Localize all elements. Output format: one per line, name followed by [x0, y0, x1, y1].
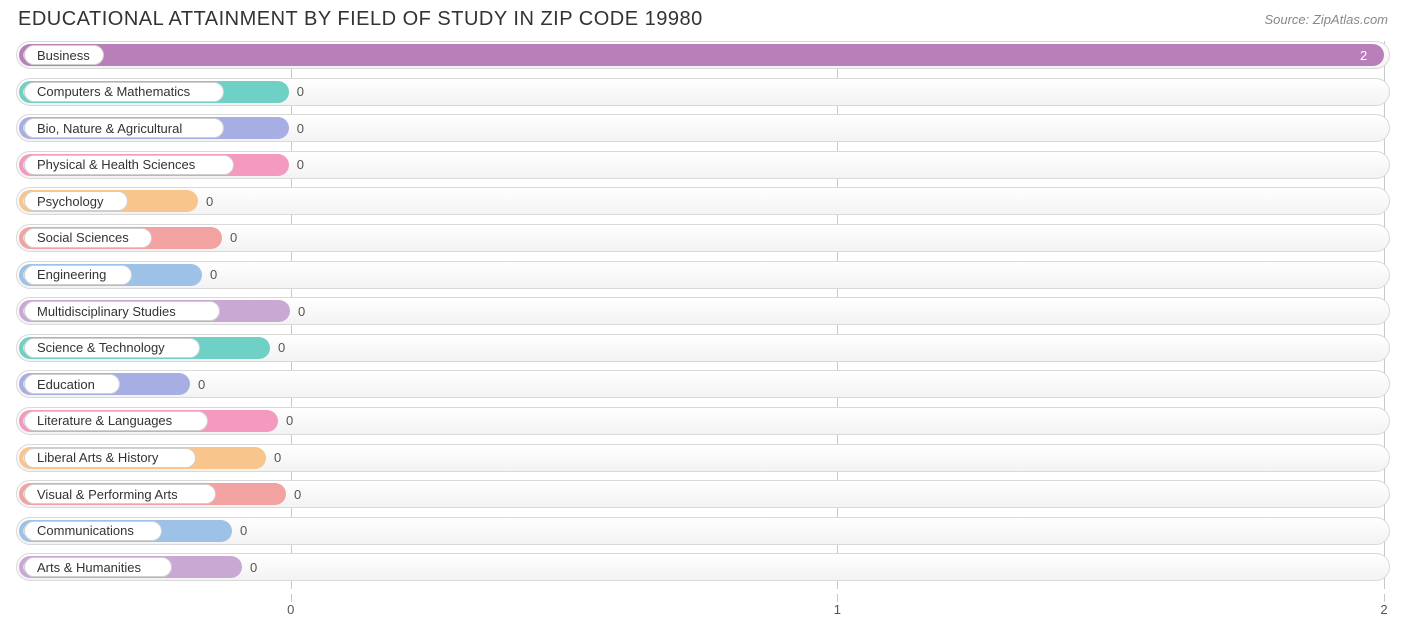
- category-label: Education: [37, 377, 95, 392]
- bar-row: Multidisciplinary Studies 0: [16, 297, 1390, 325]
- bar-row: Communications 0: [16, 517, 1390, 545]
- bar-value-label: 0: [210, 261, 217, 289]
- category-label-pill: Computers & Mathematics: [24, 82, 224, 102]
- category-label-pill: Multidisciplinary Studies: [24, 301, 220, 321]
- axis-tick-label: 1: [834, 602, 841, 617]
- bar-value-label: 0: [198, 370, 205, 398]
- bar-row: Visual & Performing Arts 0: [16, 480, 1390, 508]
- bar-fill: [19, 44, 1384, 66]
- bar-value-label: 0: [278, 334, 285, 362]
- bar-track: [16, 224, 1390, 252]
- category-label-pill: Liberal Arts & History: [24, 448, 196, 468]
- bar-track: [16, 261, 1390, 289]
- category-label: Computers & Mathematics: [37, 84, 190, 99]
- bar-value-label: 0: [298, 297, 305, 325]
- bar-value-label: 0: [297, 78, 304, 106]
- category-label: Multidisciplinary Studies: [37, 304, 176, 319]
- category-label: Social Sciences: [37, 230, 129, 245]
- bar-row: Science & Technology 0: [16, 334, 1390, 362]
- bar-value-label: 0: [250, 553, 257, 581]
- bar-row: Education 0: [16, 370, 1390, 398]
- bar-row: Bio, Nature & Agricultural 0: [16, 114, 1390, 142]
- axis-tick-label: 0: [287, 602, 294, 617]
- bar-value-label: 2: [1360, 41, 1380, 69]
- chart-plot-area: Business2Computers & Mathematics0Bio, Na…: [16, 41, 1390, 589]
- bar-row: Business 2: [16, 41, 1390, 69]
- bar-value-label: 0: [294, 480, 301, 508]
- category-label-pill: Business: [24, 45, 104, 65]
- category-label: Visual & Performing Arts: [37, 487, 178, 502]
- bar-row: Social Sciences 0: [16, 224, 1390, 252]
- bar-track: [16, 370, 1390, 398]
- bar-row: Physical & Health Sciences 0: [16, 151, 1390, 179]
- bar-value-label: 0: [286, 407, 293, 435]
- category-label-pill: Engineering: [24, 265, 132, 285]
- bar-value-label: 0: [240, 517, 247, 545]
- axis-tick: [1384, 594, 1385, 602]
- chart-title: EDUCATIONAL ATTAINMENT BY FIELD OF STUDY…: [18, 8, 703, 31]
- category-label-pill: Physical & Health Sciences: [24, 155, 234, 175]
- category-label: Engineering: [37, 267, 106, 282]
- bar-value-label: 0: [274, 444, 281, 472]
- bar-row: Liberal Arts & History 0: [16, 444, 1390, 472]
- category-label: Communications: [37, 523, 134, 538]
- source-attribution: Source: ZipAtlas.com: [1264, 8, 1388, 27]
- category-label: Science & Technology: [37, 340, 165, 355]
- category-label-pill: Literature & Languages: [24, 411, 208, 431]
- category-label-pill: Bio, Nature & Agricultural: [24, 118, 224, 138]
- category-label-pill: Science & Technology: [24, 338, 200, 358]
- bar-row: Psychology 0: [16, 187, 1390, 215]
- x-axis: 0 1 2: [16, 594, 1390, 618]
- bar-row: Arts & Humanities 0: [16, 553, 1390, 581]
- bar-value-label: 0: [297, 114, 304, 142]
- bar-value-label: 0: [206, 187, 213, 215]
- axis-tick: [291, 594, 292, 602]
- bar-row: Engineering 0: [16, 261, 1390, 289]
- category-label-pill: Visual & Performing Arts: [24, 484, 216, 504]
- bar-row: Computers & Mathematics 0: [16, 78, 1390, 106]
- bar-row: Literature & Languages 0: [16, 407, 1390, 435]
- category-label-pill: Communications: [24, 521, 162, 541]
- category-label: Physical & Health Sciences: [37, 157, 195, 172]
- category-label-pill: Social Sciences: [24, 228, 152, 248]
- axis-tick: [837, 594, 838, 602]
- bar-value-label: 0: [230, 224, 237, 252]
- bars-container: Business2Computers & Mathematics0Bio, Na…: [16, 41, 1390, 589]
- category-label: Arts & Humanities: [37, 560, 141, 575]
- bar-value-label: 0: [297, 151, 304, 179]
- category-label-pill: Psychology: [24, 191, 128, 211]
- category-label: Bio, Nature & Agricultural: [37, 121, 182, 136]
- category-label: Liberal Arts & History: [37, 450, 158, 465]
- category-label: Literature & Languages: [37, 413, 172, 428]
- bar-track: [16, 187, 1390, 215]
- category-label: Business: [37, 48, 90, 63]
- category-label: Psychology: [37, 194, 103, 209]
- category-label-pill: Education: [24, 374, 120, 394]
- axis-tick-label: 2: [1380, 602, 1387, 617]
- category-label-pill: Arts & Humanities: [24, 557, 172, 577]
